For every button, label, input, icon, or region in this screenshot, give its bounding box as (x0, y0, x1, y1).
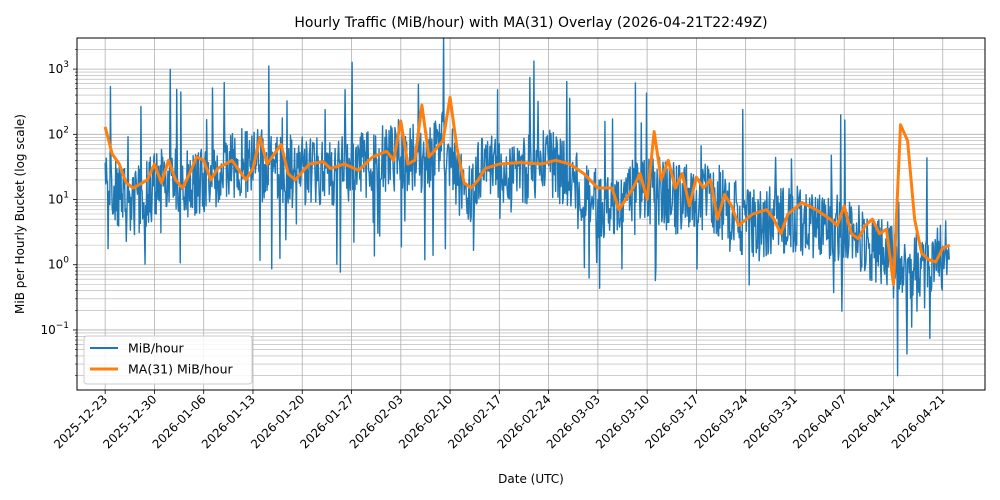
legend-label-ma: MA(31) MiB/hour (128, 362, 234, 377)
y-axis-title: MiB per Hourly Bucket (log scale) (13, 114, 27, 314)
y-tick-label: 102 (48, 125, 69, 141)
y-tick-label: 10−1 (40, 321, 69, 337)
legend-label-mib: MiB/hour (128, 341, 185, 356)
legend: MiB/hour MA(31) MiB/hour (83, 335, 253, 385)
y-axis: 10−1 100 101 102 103 (40, 49, 77, 376)
series-line-mib-hour (104, 38, 950, 377)
series-layer (103, 38, 951, 377)
y-tick-label: 101 (48, 191, 69, 207)
y-tick-label: 100 (48, 256, 69, 272)
chart-title: Hourly Traffic (MiB/hour) with MA(31) Ov… (294, 15, 767, 31)
x-axis-title: Date (UTC) (498, 472, 564, 486)
series-line-ma31 (103, 95, 951, 286)
legend-box (83, 335, 253, 385)
y-tick-label: 103 (48, 60, 69, 76)
